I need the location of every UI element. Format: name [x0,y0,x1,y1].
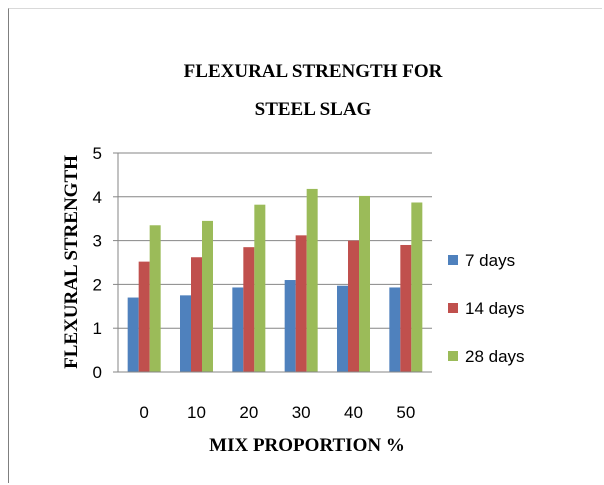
bar-7-days-20 [232,287,244,372]
y-tick-label: 4 [93,188,102,207]
y-tick-label: 0 [93,363,102,382]
legend-label: 14 days [465,299,525,318]
x-axis-ticks: 0 10 20 30 40 50 [139,403,415,422]
bar-7-days-50 [389,287,401,372]
x-axis-title: MIX PROPORTION % [209,435,405,456]
bar-14-days-0 [138,261,150,372]
chart-title-line-1: FLEXURAL STRENGTH FOR [184,61,443,82]
y-tick-label: 3 [93,232,102,251]
x-tick-label: 10 [187,403,206,422]
bar-28-days-40 [359,195,370,372]
x-tick-label: 40 [344,403,363,422]
x-tick-label: 50 [396,403,415,422]
bar-14-days-10 [191,257,202,372]
legend-swatch [448,303,458,313]
y-tick-label: 5 [93,144,102,163]
x-tick-label: 20 [239,403,258,422]
y-axis-ticks: 0 1 2 3 4 5 [93,144,119,382]
chart-frame [8,8,602,483]
bar-28-days-10 [202,220,213,372]
x-tick-label: 0 [139,403,148,422]
bar-14-days-40 [348,240,359,372]
bar-7-days-40 [337,285,348,372]
legend: 7 days 14 days 28 days [448,251,525,366]
bar-7-days-10 [180,295,191,372]
legend-swatch [448,351,458,361]
bar-7-days-30 [284,280,296,372]
bar-14-days-50 [400,244,412,372]
y-tick-label: 1 [93,319,102,338]
bar-28-days-50 [411,202,423,372]
legend-swatch [448,255,458,265]
chart-title-line-2: STEEL SLAG [255,99,372,120]
gridlines [118,152,432,329]
bar-7-days-0 [127,297,139,372]
x-tick-label: 30 [292,403,311,422]
legend-label: 7 days [465,251,515,270]
bar-28-days-20 [254,204,266,372]
bars [127,188,423,372]
bar-14-days-20 [243,247,255,372]
bar-28-days-0 [149,225,161,372]
legend-label: 28 days [465,347,525,366]
y-axis-title: FLEXURAL STRENGTH [61,155,82,369]
bar-14-days-30 [295,235,307,372]
bar-28-days-30 [306,188,318,372]
y-tick-label: 2 [93,275,102,294]
